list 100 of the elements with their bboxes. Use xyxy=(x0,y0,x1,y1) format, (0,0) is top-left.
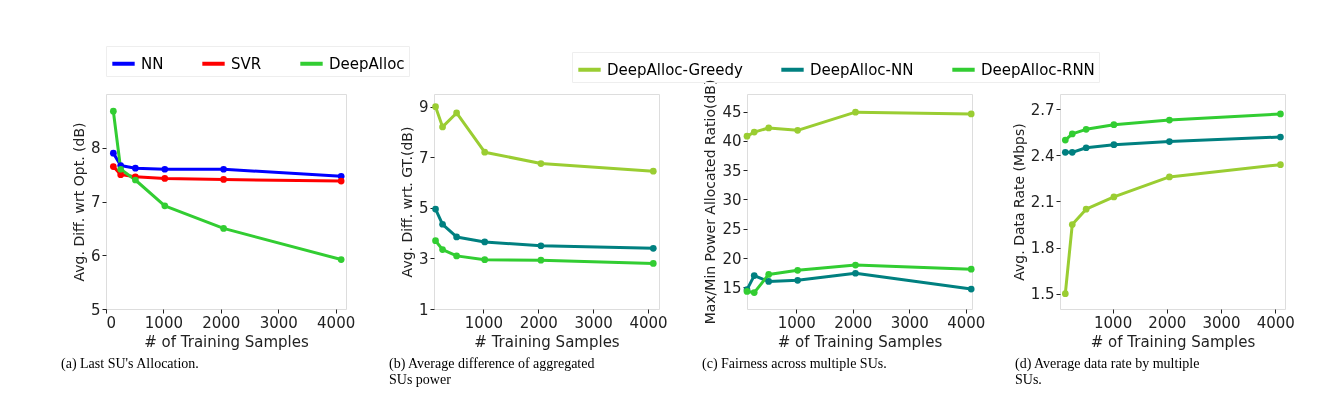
x-axis-title: # of Training Samples xyxy=(144,332,309,351)
point xyxy=(1068,221,1076,228)
point xyxy=(439,220,446,228)
point xyxy=(1277,161,1284,168)
y-tick-label: 6 xyxy=(90,246,101,265)
y-tick-label: 1.5 xyxy=(1030,285,1055,304)
y-tick-label: 20 xyxy=(722,249,742,268)
x-tick-label: 1000 xyxy=(1094,313,1133,332)
x-tick-label: 3000 xyxy=(890,313,929,332)
y-tick-label: 30 xyxy=(722,190,742,209)
y-tick-label: 2.4 xyxy=(1030,146,1055,165)
y-tick-label: 1.8 xyxy=(1030,239,1055,258)
x-tick-label: 0 xyxy=(106,313,117,332)
x-tick-label: 1000 xyxy=(777,313,816,332)
point xyxy=(743,132,751,140)
point xyxy=(439,246,446,253)
point xyxy=(967,285,975,293)
point xyxy=(794,276,801,284)
point xyxy=(481,148,489,156)
x-axis-title: # Training Samples xyxy=(474,332,620,351)
point xyxy=(852,261,859,269)
x-axis-title: # of Training Samples xyxy=(1090,332,1256,351)
y-tick-label: 9 xyxy=(418,98,429,117)
y-tick-label: 5 xyxy=(418,199,429,218)
text: (b) Average difference of aggregated SUs power xyxy=(389,356,595,387)
point xyxy=(132,164,139,172)
text: (d) Average data rate by multiple SUs. xyxy=(1015,356,1200,387)
point xyxy=(110,163,117,170)
x-tick-label: 3000 xyxy=(574,313,613,332)
text: (a) Last SU's Allocation. xyxy=(61,356,199,372)
legend-label: DeepAlloc xyxy=(329,54,405,73)
point xyxy=(537,160,545,167)
point xyxy=(765,124,773,132)
x-tick-label: 4000 xyxy=(947,313,986,332)
point xyxy=(439,123,446,131)
x-tick-label: 3000 xyxy=(1202,313,1241,332)
point xyxy=(453,109,460,117)
y-tick-label: 3 xyxy=(418,249,429,268)
y-axis-title: Avg. Diff. wrt. GT.(dB) xyxy=(398,126,415,278)
x-tick-label: 1000 xyxy=(464,313,503,332)
point xyxy=(220,176,227,183)
point xyxy=(1082,205,1090,213)
point xyxy=(852,269,859,277)
point xyxy=(453,233,460,241)
point xyxy=(1277,110,1284,118)
x-tick-label: 4000 xyxy=(629,313,668,332)
x-tick-label: 4000 xyxy=(317,313,356,332)
y-tick-label: 8 xyxy=(90,139,101,158)
point xyxy=(1277,133,1284,141)
y-tick-label: 2.1 xyxy=(1030,193,1055,211)
point xyxy=(432,237,439,245)
point xyxy=(1166,116,1173,124)
point xyxy=(794,126,801,134)
point xyxy=(750,272,758,279)
x-tick-label: 4000 xyxy=(1256,313,1295,332)
text: (c) Fairness across multiple SUs. xyxy=(702,356,887,372)
point xyxy=(649,244,657,252)
y-tick-label: 5 xyxy=(90,300,101,319)
legend-label: SVR xyxy=(231,54,262,73)
y-tick-label: 40 xyxy=(722,132,742,151)
legend-label: DeepAlloc-RNN xyxy=(981,60,1095,79)
y-tick-label: 1 xyxy=(418,300,429,319)
y-tick-label: 2.7 xyxy=(1030,100,1055,119)
point xyxy=(1068,149,1076,156)
point xyxy=(852,108,859,116)
point xyxy=(161,202,169,210)
point xyxy=(337,256,345,263)
point xyxy=(765,278,773,285)
x-tick-label: 2000 xyxy=(519,313,558,332)
point xyxy=(481,256,489,264)
point xyxy=(110,149,117,157)
point xyxy=(1166,173,1173,181)
x-axis-title: # of Training Samples xyxy=(777,332,943,351)
point xyxy=(794,266,801,274)
point xyxy=(967,110,975,118)
y-axis-title: Avg. Data Rate (Mbps) xyxy=(1010,123,1027,281)
y-tick-label: 45 xyxy=(722,103,742,122)
y-axis-title: Avg. Diff. wrt Opt. (dB) xyxy=(70,122,87,282)
x-tick-label: 2000 xyxy=(202,313,241,332)
x-tick-label: 2000 xyxy=(1148,313,1187,332)
point xyxy=(1061,136,1069,144)
x-tick-label: 1000 xyxy=(144,313,184,332)
legend-label: NN xyxy=(141,54,164,73)
y-tick-label: 7 xyxy=(418,148,429,167)
y-tick-label: 25 xyxy=(722,220,742,239)
point xyxy=(750,128,758,136)
y-axis-title: Max/Min Power Allocated Ratio(dB) xyxy=(702,79,719,325)
point xyxy=(649,167,657,175)
point xyxy=(967,265,975,273)
point xyxy=(1061,290,1069,297)
y-tick-label: 35 xyxy=(722,161,742,180)
x-tick-label: 3000 xyxy=(259,313,298,332)
point xyxy=(337,177,345,185)
point xyxy=(220,165,227,173)
point xyxy=(481,238,489,246)
y-tick-label: 7 xyxy=(90,193,101,211)
point xyxy=(1166,138,1173,145)
point xyxy=(1110,193,1118,201)
point xyxy=(161,165,169,173)
point xyxy=(1110,121,1118,129)
